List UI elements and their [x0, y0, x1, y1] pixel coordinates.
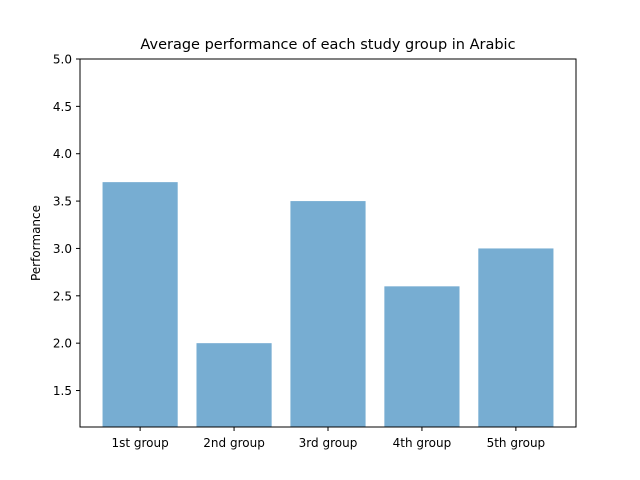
bar-4 — [384, 286, 460, 427]
y-tick-label: 1.5 — [53, 384, 72, 398]
y-tick-label: 3.5 — [53, 195, 72, 209]
y-tick-label: 2.5 — [53, 289, 72, 303]
y-tick-label: 2.0 — [53, 337, 72, 351]
x-tick-label: 5th group — [487, 436, 546, 450]
y-tick-label: 5.0 — [53, 53, 72, 67]
y-tick-label: 4.0 — [53, 147, 72, 161]
bars-group — [102, 182, 554, 427]
bar-3 — [290, 201, 366, 427]
bar-1 — [102, 182, 178, 427]
x-tick-label: 1st group — [111, 436, 168, 450]
x-tick-label: 2nd group — [203, 436, 265, 450]
x-tick-label: 3rd group — [299, 436, 358, 450]
y-tick-label: 3.0 — [53, 242, 72, 256]
bar-5 — [478, 248, 554, 427]
y-axis-ticks: 1.5 2.0 2.5 3.0 3.5 4.0 4.5 5.0 — [53, 53, 80, 398]
y-axis-label: Performance — [29, 205, 43, 281]
bar-2 — [196, 343, 272, 427]
chart-title: Average performance of each study group … — [140, 37, 515, 53]
x-axis-ticks: 1st group 2nd group 3rd group 4th group 5th … — [111, 427, 545, 450]
x-tick-label: 4th group — [393, 436, 452, 450]
y-tick-label: 4.5 — [53, 100, 72, 114]
